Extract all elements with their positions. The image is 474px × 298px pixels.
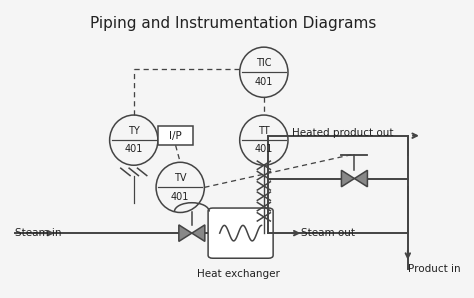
Polygon shape xyxy=(179,225,192,241)
Text: Product in: Product in xyxy=(408,263,460,274)
Text: Heat exchanger: Heat exchanger xyxy=(197,269,280,280)
Polygon shape xyxy=(192,225,205,241)
FancyBboxPatch shape xyxy=(208,208,273,258)
Text: Heated product out: Heated product out xyxy=(292,128,393,138)
Text: Steam out: Steam out xyxy=(301,228,355,238)
Text: 401: 401 xyxy=(125,145,143,154)
FancyBboxPatch shape xyxy=(158,126,193,145)
Text: 401: 401 xyxy=(255,145,273,154)
Polygon shape xyxy=(355,170,367,187)
Text: TY: TY xyxy=(128,126,140,136)
Text: Piping and Instrumentation Diagrams: Piping and Instrumentation Diagrams xyxy=(91,16,377,31)
Text: TT: TT xyxy=(258,126,270,136)
Text: Steam in: Steam in xyxy=(15,228,62,238)
Text: TIC: TIC xyxy=(256,58,272,68)
Text: TV: TV xyxy=(174,173,186,183)
Polygon shape xyxy=(341,170,355,187)
Text: I/P: I/P xyxy=(169,131,182,141)
Text: 401: 401 xyxy=(255,77,273,86)
Text: 401: 401 xyxy=(171,192,190,202)
